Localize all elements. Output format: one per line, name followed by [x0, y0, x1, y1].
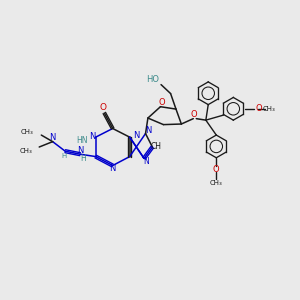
- Text: O: O: [213, 165, 220, 174]
- Text: O: O: [99, 103, 106, 112]
- Text: O: O: [255, 104, 262, 113]
- Text: N: N: [134, 131, 140, 140]
- Text: CH₃: CH₃: [263, 106, 276, 112]
- Text: CH₃: CH₃: [21, 129, 34, 135]
- Text: O: O: [190, 110, 197, 119]
- Text: HN: HN: [76, 136, 88, 145]
- Text: CH₃: CH₃: [210, 179, 223, 185]
- Text: CH: CH: [151, 142, 162, 151]
- Text: H: H: [80, 154, 86, 163]
- Text: O: O: [158, 98, 165, 107]
- Text: N: N: [145, 126, 152, 135]
- Text: H: H: [61, 153, 66, 159]
- Text: HO: HO: [146, 75, 159, 84]
- Text: N: N: [143, 157, 149, 166]
- Text: N: N: [76, 146, 83, 155]
- Text: N: N: [89, 132, 96, 141]
- Text: N: N: [110, 164, 116, 173]
- Text: N: N: [50, 133, 56, 142]
- Text: CH₃: CH₃: [20, 148, 33, 154]
